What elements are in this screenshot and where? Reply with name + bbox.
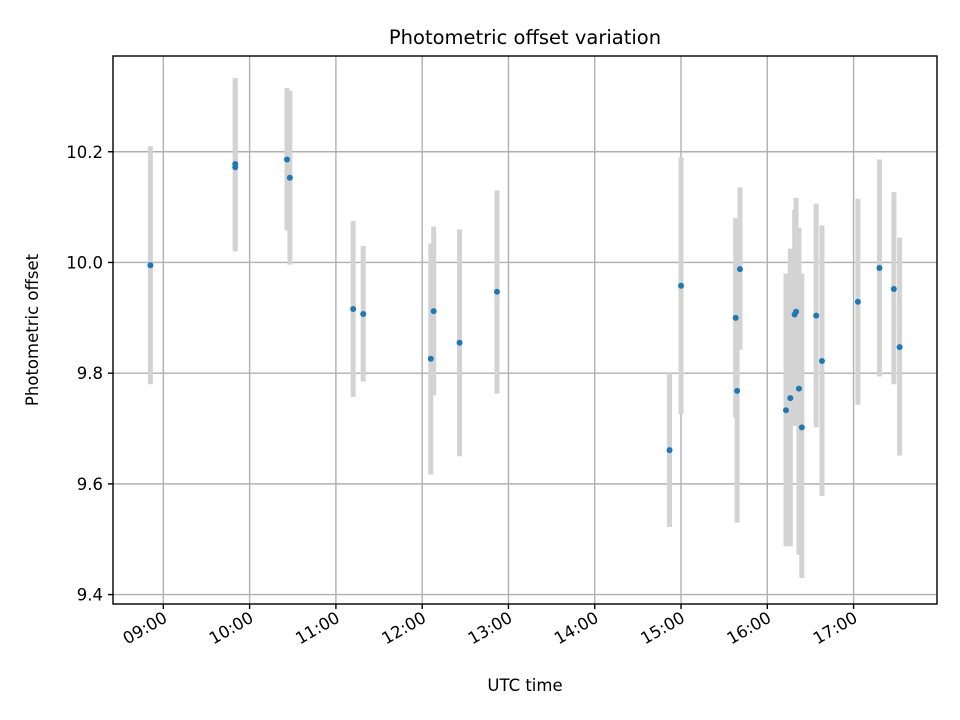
x-tick-label: 13:00: [465, 608, 516, 648]
data-point: [795, 385, 802, 392]
data-point: [813, 312, 820, 319]
data-point: [350, 305, 357, 312]
data-point: [854, 298, 861, 305]
data-point: [798, 424, 805, 431]
data-point: [284, 156, 291, 163]
data-point: [793, 308, 800, 315]
data-point: [818, 357, 825, 364]
y-tick-label: 9.4: [77, 586, 103, 605]
x-tick-label: 12:00: [378, 608, 429, 648]
data-point: [678, 282, 685, 289]
x-tick-label: 09:00: [120, 608, 171, 648]
data-point: [666, 447, 673, 454]
data-point: [360, 310, 367, 317]
data-point: [493, 288, 500, 295]
x-axis-label: UTC time: [487, 676, 562, 695]
y-tick-label: 10.0: [66, 253, 103, 272]
data-point: [787, 395, 794, 402]
x-tick-label: 14:00: [551, 608, 602, 648]
data-point: [732, 314, 739, 321]
y-tick-label: 9.8: [77, 364, 103, 383]
plot-frame: [112, 55, 938, 605]
data-point: [286, 174, 293, 181]
y-tick-label: 9.6: [77, 475, 103, 494]
x-tick-label: 11:00: [292, 608, 343, 648]
x-tick-label: 10:00: [206, 608, 257, 648]
y-axis-label: Photometric offset: [23, 253, 42, 406]
x-tick-label: 16:00: [724, 608, 775, 648]
x-tick-label: 15:00: [637, 608, 688, 648]
chart-title: Photometric offset variation: [389, 26, 661, 49]
data-point: [783, 407, 790, 414]
data-point: [427, 355, 434, 362]
x-tick-label: 17:00: [810, 608, 861, 648]
y-tick-label: 10.2: [66, 143, 103, 162]
data-point: [890, 286, 897, 293]
data-point: [147, 262, 154, 269]
data-point: [456, 339, 463, 346]
data-point: [430, 308, 437, 315]
error-bar-layer: [147, 78, 903, 578]
data-point: [876, 265, 883, 272]
data-point: [896, 344, 903, 351]
data-point: [232, 164, 239, 171]
data-point: [736, 266, 743, 273]
data-point: [734, 387, 741, 394]
data-point-layer: [147, 156, 903, 454]
